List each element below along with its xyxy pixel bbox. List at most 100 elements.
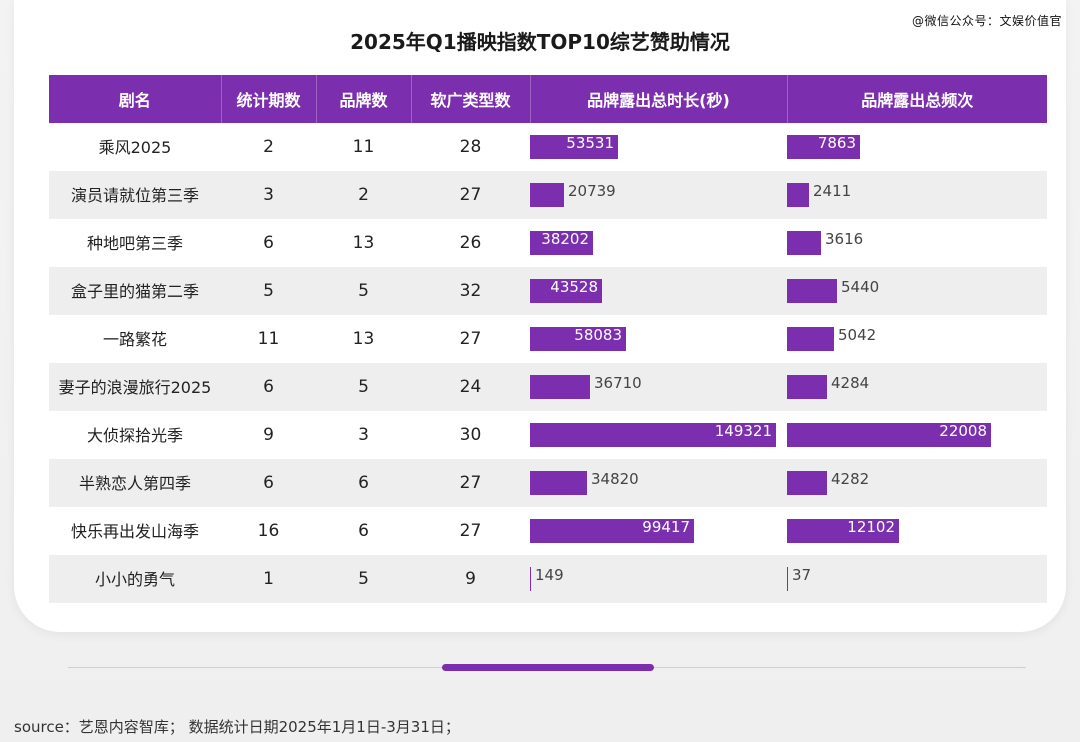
row-name: 演员请就位第三季 [49, 171, 221, 219]
header-name: 剧名 [49, 75, 222, 123]
row-periods: 3 [221, 171, 316, 219]
frequency-value: 3616 [825, 230, 864, 248]
row-types: 9 [411, 555, 530, 603]
frequency-cell: 4284 [787, 363, 1047, 411]
duration-value: 58083 [574, 326, 622, 344]
row-name: 快乐再出发山海季 [70, 521, 199, 541]
frequency-cell: 22008 [787, 411, 1047, 459]
duration-value: 20739 [568, 182, 616, 200]
duration-value: 38202 [541, 230, 589, 248]
row-types: 26 [459, 233, 482, 253]
frequency-value: 2411 [813, 182, 852, 200]
row-types: 24 [411, 363, 530, 411]
duration-cell: 149321 [530, 411, 787, 459]
row-periods: 2 [263, 137, 274, 157]
row-name: 大侦探拾光季 [86, 425, 183, 445]
row-periods: 6 [221, 459, 316, 507]
frequency-cell: 37 [787, 555, 1047, 603]
frequency-bar [787, 183, 809, 207]
duration-bar [530, 327, 626, 351]
frequency-bar [787, 471, 827, 495]
row-periods: 6 [221, 363, 316, 411]
table-row: 乘风2025 2 11 28 53531 7863 [49, 123, 1047, 171]
frequency-bar [787, 231, 821, 255]
duration-bar [530, 231, 593, 255]
frequency-cell: 12102 [787, 507, 1047, 555]
duration-value: 149321 [714, 422, 772, 440]
row-brands: 6 [358, 521, 369, 541]
duration-bar [530, 423, 776, 447]
row-brands: 5 [316, 555, 411, 603]
duration-bar [530, 135, 618, 159]
table-row: 种地吧第三季 6 13 26 38202 3616 [49, 219, 1047, 267]
row-types: 27 [459, 329, 482, 349]
frequency-value: 7863 [817, 134, 856, 152]
row-brands: 5 [316, 267, 411, 315]
table-row: 小小的勇气 1 5 9 149 37 [49, 555, 1047, 603]
duration-cell: 53531 [530, 123, 787, 171]
row-types: 28 [459, 137, 482, 157]
table-row: 演员请就位第三季 3 2 27 20739 2411 [49, 171, 1047, 219]
frequency-cell: 4282 [787, 459, 1047, 507]
duration-cell: 34820 [530, 459, 787, 507]
table-row: 一路繁花 11 13 27 58083 5042 [49, 315, 1047, 363]
frequency-value: 5440 [841, 278, 880, 296]
scroll-thumb[interactable] [442, 664, 654, 671]
header-types: 软广类型数 [411, 75, 531, 123]
table-row: 大侦探拾光季 9 3 30 149321 22008 [49, 411, 1047, 459]
frequency-cell: 3616 [787, 219, 1047, 267]
duration-value: 99417 [642, 518, 690, 536]
duration-cell: 43528 [530, 267, 787, 315]
row-periods: 16 [257, 521, 280, 541]
row-name: 盒子里的猫第二季 [49, 267, 221, 315]
row-name: 乘风2025 [98, 137, 172, 157]
duration-cell: 36710 [530, 363, 787, 411]
frequency-bar [787, 279, 837, 303]
header-duration: 品牌露出总时长(秒) [530, 75, 788, 123]
row-types: 27 [411, 459, 530, 507]
row-brands: 5 [316, 363, 411, 411]
table-row: 快乐再出发山海季 16 6 27 99417 12102 [49, 507, 1047, 555]
frequency-cell: 2411 [787, 171, 1047, 219]
duration-bar [530, 567, 531, 591]
row-types: 27 [459, 521, 482, 541]
frequency-bar [787, 519, 899, 543]
sponsorship-table: 剧名 统计期数 品牌数 软广类型数 品牌露出总时长(秒) 品牌露出总频次 乘风2… [49, 75, 1047, 603]
header-periods: 统计期数 [221, 75, 317, 123]
row-types: 27 [411, 171, 530, 219]
chart-title: 2025年Q1播映指数TOP10综艺赞助情况 [350, 30, 730, 54]
row-brands: 2 [316, 171, 411, 219]
frequency-value: 4282 [831, 470, 870, 488]
duration-value: 34820 [591, 470, 639, 488]
duration-bar [530, 183, 564, 207]
frequency-value: 4284 [831, 374, 870, 392]
row-periods: 9 [263, 425, 274, 445]
row-name: 妻子的浪漫旅行2025 [49, 363, 221, 411]
row-brands: 13 [352, 233, 375, 253]
duration-value: 36710 [594, 374, 642, 392]
frequency-bar [787, 567, 788, 591]
frequency-bar [787, 423, 991, 447]
row-brands: 11 [352, 137, 375, 157]
frequency-bar [787, 375, 827, 399]
duration-bar [530, 279, 602, 303]
frequency-bar [787, 135, 860, 159]
duration-value: 53531 [566, 134, 614, 152]
row-name: 种地吧第三季 [86, 233, 183, 253]
row-name: 一路繁花 [102, 329, 167, 349]
row-brands: 13 [352, 329, 375, 349]
frequency-cell: 7863 [787, 123, 1047, 171]
frequency-cell: 5042 [787, 315, 1047, 363]
header-brands: 品牌数 [316, 75, 412, 123]
row-name: 小小的勇气 [49, 555, 221, 603]
duration-cell: 38202 [530, 219, 787, 267]
row-name: 半熟恋人第四季 [49, 459, 221, 507]
source-note: source：艺恩内容智库； 数据统计日期2025年1月1日-3月31日； [14, 718, 460, 736]
row-periods: 6 [263, 233, 274, 253]
row-periods: 11 [257, 329, 280, 349]
duration-value: 43528 [550, 278, 598, 296]
row-periods: 1 [221, 555, 316, 603]
row-periods: 5 [221, 267, 316, 315]
duration-cell: 99417 [530, 507, 787, 555]
duration-cell: 58083 [530, 315, 787, 363]
